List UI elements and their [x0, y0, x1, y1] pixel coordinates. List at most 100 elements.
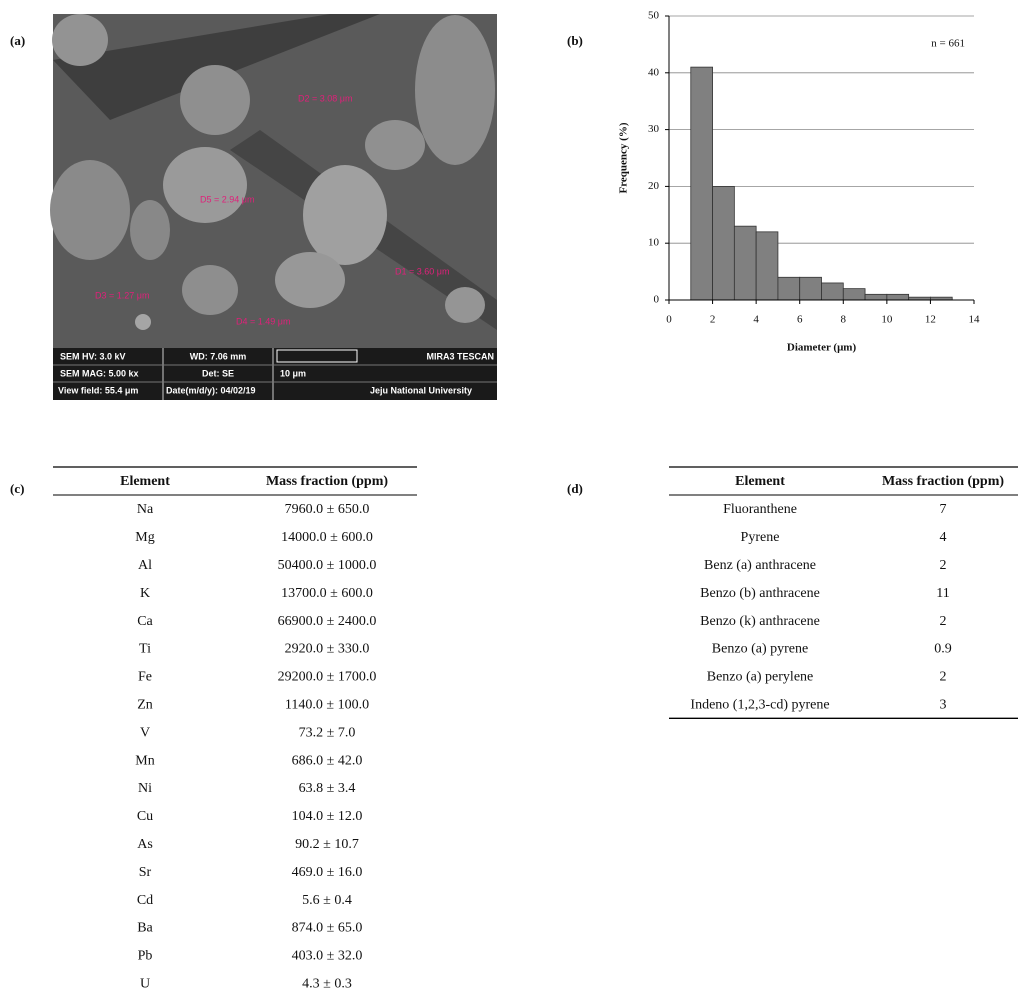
particle [303, 165, 387, 265]
table-cell: Zn [137, 698, 153, 713]
table-cell: Pyrene [741, 530, 780, 545]
bar [864, 293, 888, 301]
bar [690, 66, 713, 301]
table-cell: Indeno (1,2,3-cd) pyrene [690, 698, 829, 713]
table-cell: 14000.0 ± 600.0 [281, 530, 373, 545]
table-cell: 4.3 ± 0.3 [302, 977, 352, 991]
table-cell: As [137, 837, 153, 852]
table-cell: 2 [940, 670, 947, 685]
table-cell: Pb [138, 949, 153, 964]
table-cell: Sr [139, 865, 152, 880]
table-header: Element [120, 474, 170, 489]
table-cell: Benzo (b) anthracene [700, 586, 820, 601]
table-cell: 63.8 ± 3.4 [299, 781, 356, 796]
particle [415, 15, 495, 165]
measurement: D5 = 2.94 μm [200, 194, 254, 204]
histogram: (b) 0 10 20 30 40 50 0 2 4 6 8 10 12 14 n = 661 Diameter… [567, 10, 980, 354]
table-cell: Benz (a) anthracene [704, 558, 816, 573]
table-header: Mass fraction (ppm) [266, 474, 388, 489]
sem-info: Det: SE [202, 368, 234, 378]
x-tick-label: 6 [797, 314, 803, 326]
bar [842, 288, 866, 301]
particle [182, 265, 238, 315]
x-tick-label: 0 [666, 314, 672, 326]
table-cell: 2 [940, 558, 947, 573]
sem-info: 10 μm [280, 368, 306, 378]
x-tick-label: 4 [753, 314, 759, 326]
particle [52, 14, 108, 66]
table-cell: Cu [137, 809, 153, 824]
scale-bar [276, 349, 358, 363]
table-cell: 11 [936, 586, 949, 601]
table-cell: 469.0 ± 16.0 [292, 865, 363, 880]
table-d: (d) Element Mass fraction (ppm) Fluoranthen… [567, 466, 1018, 719]
bar [799, 276, 822, 301]
table-cell: 73.2 ± 7.0 [299, 725, 356, 740]
table-cell: Cd [137, 893, 153, 908]
table-cell: 2920.0 ± 330.0 [285, 642, 370, 657]
table-cell: Benzo (k) anthracene [700, 614, 820, 629]
table-cell: 50400.0 ± 1000.0 [278, 558, 377, 573]
table-cell: Ni [138, 781, 152, 796]
x-axis-label: Diameter (μm) [787, 342, 857, 354]
y-tick-label: 50 [648, 10, 660, 22]
table-cell: Na [137, 502, 154, 517]
sem-info: Jeju National University [370, 385, 472, 395]
particle [135, 314, 151, 330]
sem-info-bar [53, 348, 497, 400]
y-tick-label: 40 [648, 66, 660, 78]
table-cell: Ba [137, 921, 153, 936]
table-cell: V [140, 725, 150, 740]
table-cell: 90.2 ± 10.7 [295, 837, 359, 852]
panel-label: (c) [10, 481, 24, 496]
bar [777, 276, 801, 301]
table-cell: K [140, 586, 150, 601]
table-cell: 7 [940, 502, 947, 517]
table-cell: Al [138, 558, 152, 573]
table-c: (c) Element Mass fraction (ppm) Na 7960.0 ± … [10, 466, 417, 991]
bar [733, 225, 757, 301]
table-cell: Benzo (a) pyrene [712, 642, 808, 657]
sem-info: SEM HV: 3.0 kV [60, 351, 126, 361]
particle [130, 200, 170, 260]
table-cell: 686.0 ± 42.0 [292, 753, 363, 768]
x-tick-label: 10 [881, 314, 893, 326]
table-cell: Mn [135, 753, 154, 768]
measurement: D4 = 1.49 μm [236, 316, 290, 326]
table-cell: 4 [940, 530, 947, 545]
table-cell: 874.0 ± 65.0 [292, 921, 363, 936]
table-cell: Mg [135, 530, 154, 545]
measurement: D1 = 3.60 μm [395, 266, 449, 276]
sem-info: View field: 55.4 μm [58, 385, 138, 395]
table-cell: U [140, 977, 150, 991]
table-cell: Ca [137, 614, 153, 629]
particle [445, 287, 485, 323]
particle [275, 252, 345, 308]
sem-info: WD: 7.06 mm [190, 351, 247, 361]
table-cell: 1140.0 ± 100.0 [285, 698, 369, 713]
table-cell: Ti [139, 642, 151, 657]
measurement: D2 = 3.08 μm [298, 93, 352, 103]
y-tick-label: 10 [648, 237, 660, 249]
table-header: Element [735, 474, 785, 489]
measurement: D3 = 1.27 μm [95, 290, 149, 300]
panel-label: (a) [10, 33, 25, 48]
bar [821, 282, 844, 301]
table-cell: 403.0 ± 32.0 [292, 949, 363, 964]
table-cell: Fe [138, 670, 152, 685]
x-tick-label: 2 [710, 314, 716, 326]
particle [163, 147, 247, 223]
table-cell: 0.9 [934, 642, 952, 657]
sem-info: Date(m/d/y): 04/02/19 [166, 385, 256, 395]
particle [180, 65, 250, 135]
table-cell: 7960.0 ± 650.0 [285, 502, 370, 517]
bar [712, 185, 735, 301]
sem-info: MIRA3 TESCAN [426, 351, 494, 361]
table-cell: 2 [940, 614, 947, 629]
y-tick-label: 30 [648, 123, 660, 135]
table-cell: 29200.0 ± 1700.0 [278, 670, 377, 685]
x-tick-label: 14 [969, 314, 981, 326]
sem-image: D2 = 3.08 μm D5 = 2.94 μm D1 = 3.60 μm D… [50, 14, 497, 400]
table-cell: Fluoranthene [723, 502, 797, 517]
